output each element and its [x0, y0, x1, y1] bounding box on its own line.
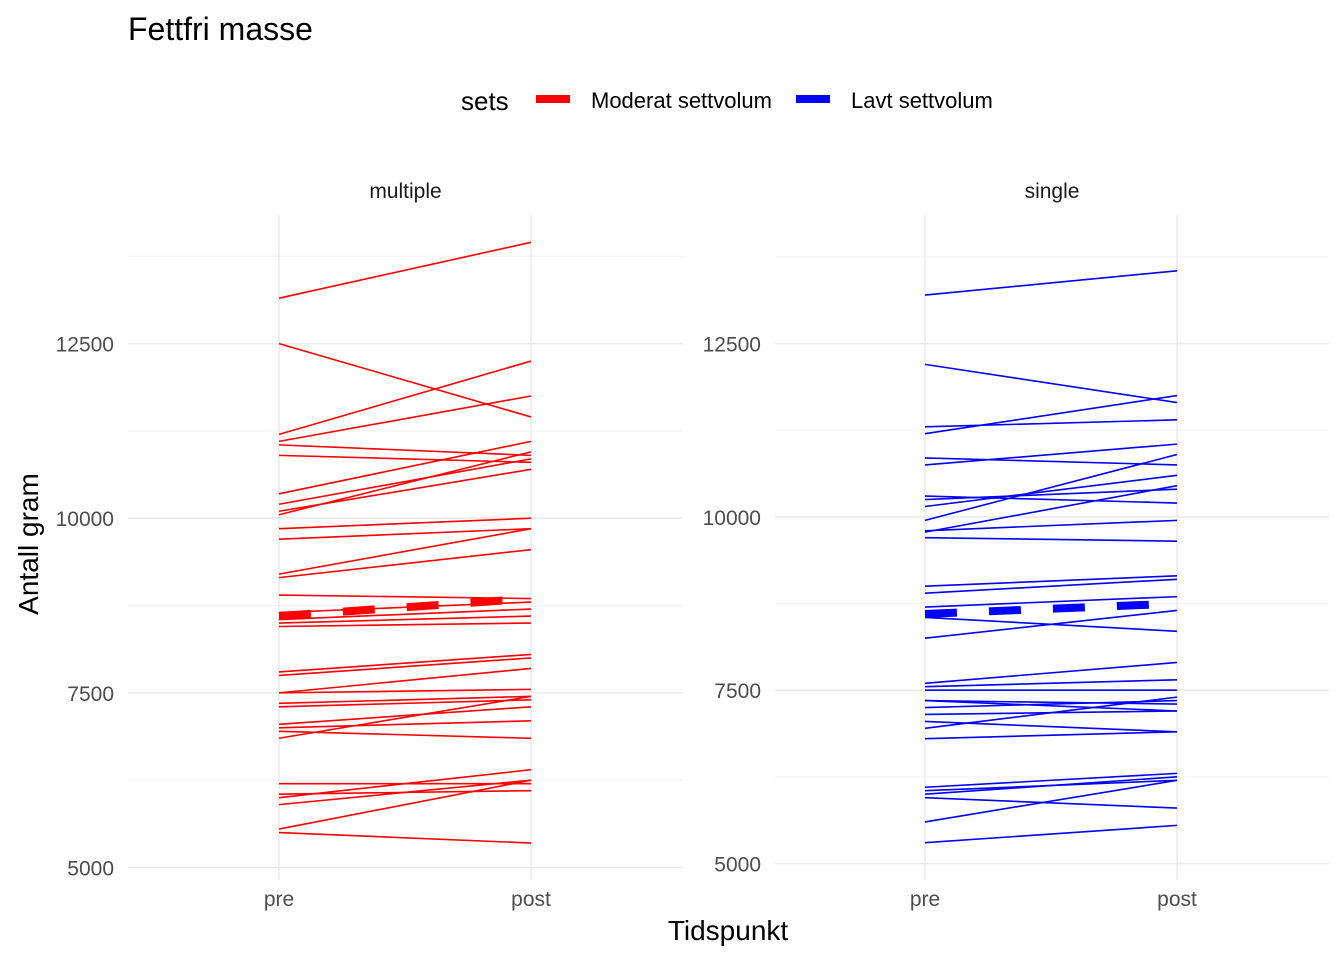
individual-line	[924, 575, 1178, 588]
individual-line	[278, 667, 532, 694]
individual-line	[278, 779, 532, 830]
individual-line	[278, 789, 532, 795]
x-tick-label: pre	[910, 888, 940, 911]
individual-line	[278, 730, 532, 740]
mean-line	[924, 599, 1178, 618]
y-axis-title: Antall gram	[13, 473, 44, 615]
individual-line	[924, 824, 1178, 844]
y-tick-label: 10000	[56, 508, 114, 531]
individual-line	[924, 779, 1178, 823]
individual-line	[924, 772, 1178, 789]
individual-line	[278, 458, 532, 506]
y-tick-label: 5000	[714, 854, 761, 877]
individual-line	[278, 695, 532, 740]
mean-line	[278, 594, 532, 621]
panel-multiple: multiple 5000 7500 10000 12500 pre post	[56, 180, 683, 911]
legend-entry-moderat: Moderat settvolum	[536, 88, 772, 113]
individual-line	[924, 443, 1178, 466]
individual-line	[278, 342, 532, 418]
individual-line	[278, 720, 532, 729]
strip-label: multiple	[369, 180, 441, 203]
panel-single: single 5000 7500 10000 12500 pre post	[703, 180, 1329, 911]
individual-line	[278, 608, 532, 621]
individual-line	[278, 527, 532, 540]
individual-line	[278, 517, 532, 530]
individual-line	[278, 241, 532, 299]
individual-line	[278, 831, 532, 844]
y-tick-label: 10000	[703, 507, 761, 530]
x-axis-title: Tidspunkt	[668, 915, 789, 946]
strip-label: single	[1025, 180, 1080, 203]
legend-label-lavt: Lavt settvolum	[851, 88, 993, 113]
legend: sets Moderat settvolum Lavt settvolum	[461, 86, 993, 116]
individual-line	[278, 706, 532, 726]
individual-line	[924, 595, 1178, 608]
individual-line	[924, 696, 1178, 730]
individual-line	[278, 688, 532, 694]
individual-line	[924, 519, 1178, 532]
individual-line	[924, 730, 1178, 740]
individual-line	[278, 395, 532, 443]
individual-line	[278, 454, 532, 464]
individual-line	[278, 699, 532, 708]
individual-line	[278, 527, 532, 575]
individual-line	[278, 548, 532, 579]
individual-line	[924, 419, 1178, 428]
individual-line	[924, 363, 1178, 404]
individual-line	[924, 609, 1178, 640]
individual-line	[924, 536, 1178, 542]
y-tick-label: 5000	[67, 858, 114, 881]
individual-line	[278, 622, 532, 628]
legend-entry-lavt: Lavt settvolum	[796, 88, 993, 113]
individual-line	[924, 776, 1178, 795]
individual-line	[924, 453, 1178, 522]
x-tick-label: post	[511, 888, 551, 911]
individual-line	[278, 360, 532, 436]
individual-line	[924, 796, 1178, 809]
individual-line	[278, 451, 532, 516]
individual-line	[924, 270, 1178, 296]
individual-line	[278, 440, 532, 495]
individual-line	[278, 695, 532, 705]
individual-line	[924, 699, 1178, 705]
individual-line	[924, 394, 1178, 435]
individual-line	[924, 661, 1178, 685]
individual-line	[924, 484, 1178, 533]
individual-line	[924, 578, 1178, 594]
y-tick-label: 7500	[714, 680, 761, 703]
individual-line	[278, 653, 532, 673]
legend-label-moderat: Moderat settvolum	[591, 88, 772, 113]
x-tick-label: pre	[264, 888, 294, 911]
individual-line	[924, 699, 1178, 712]
y-tick-label: 7500	[67, 683, 114, 706]
y-tick-label: 12500	[703, 334, 761, 357]
individual-line	[924, 457, 1178, 466]
chart-title: Fettfri masse	[128, 11, 313, 47]
individual-line	[924, 474, 1178, 508]
x-tick-label: post	[1157, 888, 1197, 911]
individual-line	[278, 615, 532, 624]
y-tick-label: 12500	[56, 334, 114, 357]
individual-line	[278, 444, 532, 457]
legend-title: sets	[461, 86, 509, 116]
individual-line	[278, 657, 532, 677]
individual-line	[924, 679, 1178, 688]
individual-line	[924, 488, 1178, 501]
